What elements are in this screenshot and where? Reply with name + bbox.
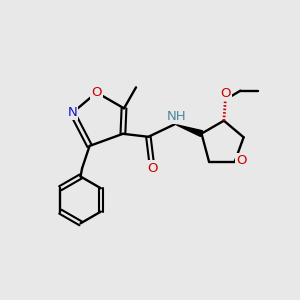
Text: O: O (147, 161, 157, 175)
Text: O: O (91, 86, 102, 99)
Text: O: O (236, 154, 247, 167)
Text: N: N (68, 106, 77, 119)
Polygon shape (176, 125, 202, 136)
Text: NH: NH (167, 110, 186, 123)
Text: O: O (221, 87, 231, 100)
